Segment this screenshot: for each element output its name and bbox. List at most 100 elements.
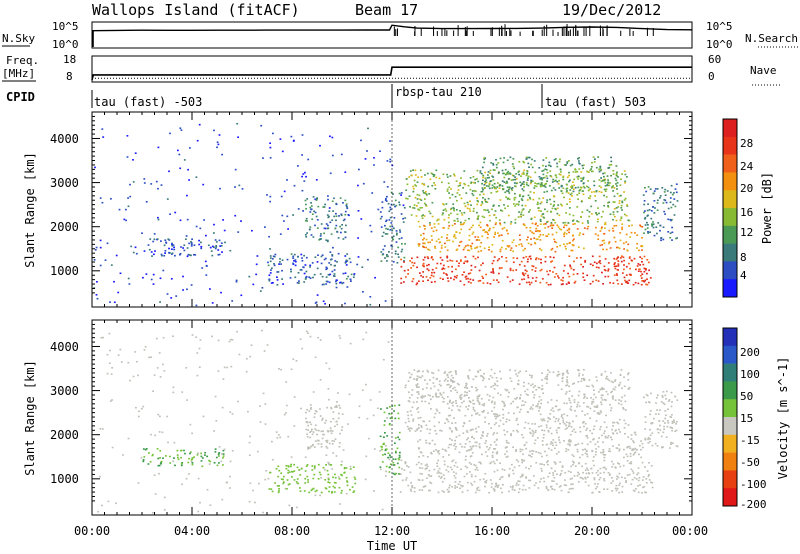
scatter-cell (191, 457, 194, 459)
scatter-cell (191, 432, 193, 435)
scatter-cell (565, 424, 568, 427)
scatter-cell (504, 207, 506, 210)
scatter-cell (395, 234, 398, 236)
scatter-cell (493, 186, 496, 189)
scatter-cell (538, 197, 541, 200)
scatter-cell (450, 188, 452, 190)
scatter-cell (577, 394, 580, 397)
scatter-cell (589, 441, 592, 443)
colorbar-block (723, 381, 737, 400)
cpid-mode-2: rbsp-tau 210 (395, 85, 482, 99)
scatter-cell (646, 394, 649, 397)
scatter-cell (449, 208, 452, 211)
scatter-cell (519, 448, 522, 451)
scatter-cell (583, 397, 585, 399)
scatter-cell (414, 184, 417, 186)
scatter-cell (617, 176, 619, 178)
scatter-cell (416, 429, 419, 431)
scatter-cell (292, 214, 294, 216)
scatter-cell (555, 444, 558, 446)
scatter-cell (506, 276, 509, 278)
scatter-cell (618, 444, 620, 446)
scatter-cell (427, 279, 429, 282)
scatter-cell (302, 210, 304, 212)
scatter-cell (454, 237, 457, 239)
scatter-cell (392, 193, 394, 195)
scatter-cell (510, 402, 512, 405)
scatter-cell (426, 383, 429, 385)
scatter-cell (604, 454, 607, 456)
scatter-cell (581, 378, 583, 380)
scatter-cell (598, 255, 601, 258)
scatter-cell (672, 442, 674, 444)
scatter-cell (595, 266, 598, 269)
scatter-cell (533, 394, 536, 396)
scatter-cell (604, 436, 607, 439)
scatter-cell (621, 209, 623, 211)
scatter-cell (535, 267, 537, 269)
scatter-cell (218, 455, 220, 457)
scatter-cell (406, 465, 408, 467)
velocity-colorbar-blocks (723, 328, 737, 507)
scatter-cell (529, 432, 532, 435)
scatter-cell (538, 167, 541, 169)
scatter-cell (413, 179, 416, 182)
scatter-cell (334, 425, 336, 428)
scatter-cell (251, 229, 253, 232)
scatter-cell (255, 263, 258, 266)
scatter-cell (310, 208, 313, 210)
scatter-cell (639, 225, 642, 228)
scatter-cell (626, 176, 628, 178)
scatter-cell (492, 162, 494, 165)
scatter-cell (623, 268, 625, 271)
scatter-cell (620, 178, 622, 180)
scatter-cell (621, 396, 623, 399)
scatter-cell (482, 282, 485, 284)
scatter-cell (164, 239, 167, 241)
scatter-cell (622, 407, 624, 409)
scatter-cell (456, 391, 459, 394)
scatter-cell (540, 402, 542, 405)
scatter-cell (671, 193, 674, 196)
scatter-cell (393, 203, 395, 206)
scatter-cell (366, 150, 368, 152)
scatter-cell (454, 487, 456, 489)
scatter-cell (602, 454, 605, 456)
scatter-cell (323, 283, 325, 286)
scatter-cell (469, 401, 472, 404)
scatter-cell (572, 238, 575, 240)
scatter-cell (468, 420, 471, 422)
scatter-cell (554, 174, 557, 176)
scatter-cell (453, 209, 455, 212)
scatter-cell (433, 182, 435, 184)
scatter-cell (150, 251, 153, 253)
scatter-cell (425, 276, 428, 278)
scatter-cell (428, 442, 431, 445)
scatter-cell (497, 484, 500, 487)
scatter-cell (153, 474, 156, 476)
scatter-cell (481, 182, 483, 185)
scatter-cell (150, 356, 152, 358)
scatter-cell (595, 190, 598, 192)
scatter-cell (493, 401, 496, 404)
scatter-cell (600, 373, 603, 375)
scatter-cell (312, 443, 314, 446)
scatter-cell (384, 432, 386, 434)
scatter-cell (446, 465, 449, 468)
scatter-cell (345, 476, 348, 479)
scatter-cell (326, 227, 329, 230)
scatter-cell (394, 473, 396, 476)
scatter-cell (474, 257, 477, 260)
scatter-cell (515, 269, 518, 271)
scatter-cell (279, 258, 281, 260)
scatter-cell (499, 419, 502, 422)
scatter-cell (487, 412, 489, 414)
scatter-cell (499, 223, 502, 226)
scatter-cell (380, 251, 383, 253)
scatter-cell (515, 398, 517, 400)
scatter-cell (611, 477, 613, 479)
scatter-cell (398, 201, 400, 204)
scatter-cell (547, 226, 550, 228)
scatter-cell (513, 466, 516, 469)
scatter-cell (395, 472, 398, 475)
